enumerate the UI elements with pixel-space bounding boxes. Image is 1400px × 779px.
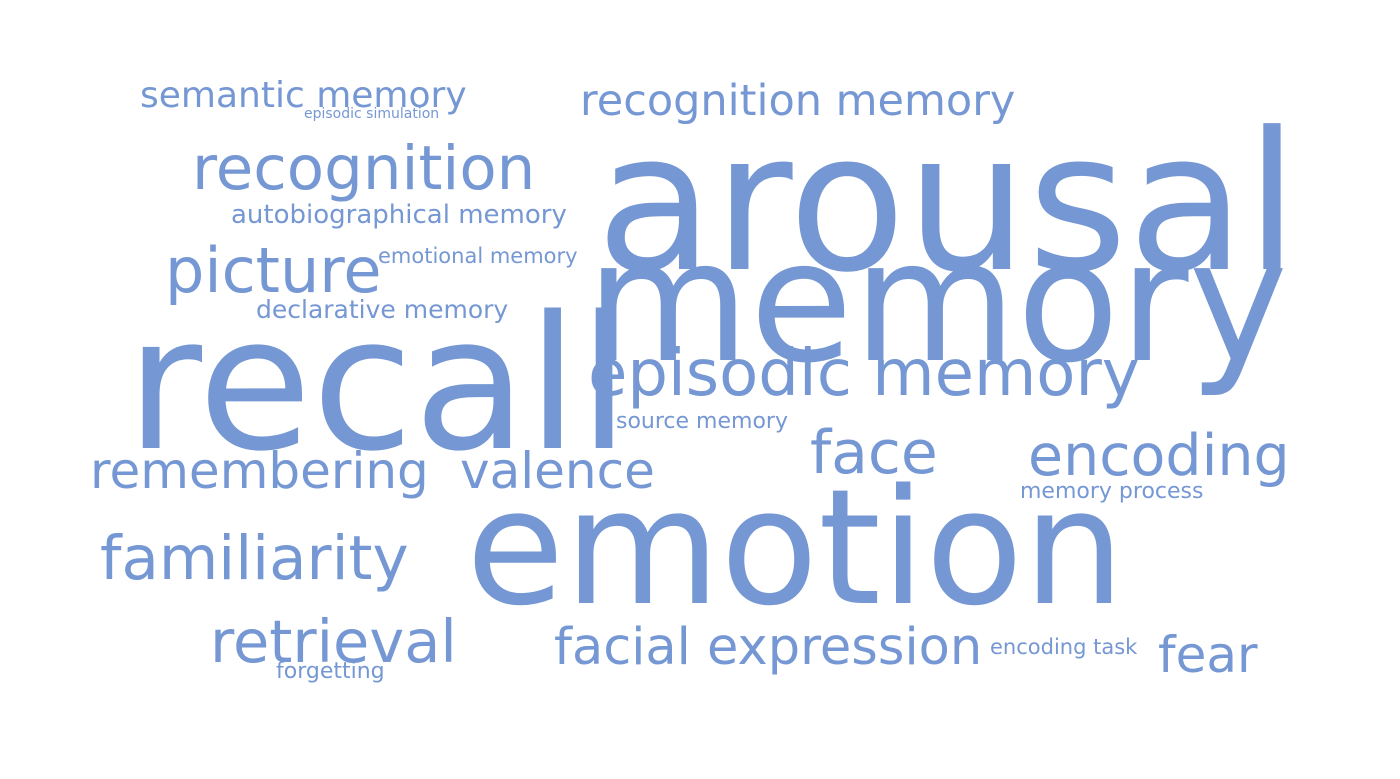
word-declarative-memory: declarative memory: [256, 295, 509, 324]
word-recognition-memory: recognition memory: [580, 76, 1016, 126]
word-episodic-memory: episodic memory: [588, 337, 1140, 411]
word-forgetting: forgetting: [276, 659, 385, 684]
word-memory: memory: [586, 204, 1288, 400]
word-remembering: remembering: [90, 442, 429, 500]
word-fear: fear: [1158, 626, 1258, 684]
word-recognition: recognition: [192, 133, 536, 204]
word-emotion: emotion: [466, 454, 1125, 641]
word-picture: picture: [165, 234, 382, 307]
word-encoding-task: encoding task: [990, 635, 1138, 659]
word-memory-process: memory process: [1020, 479, 1204, 504]
word-arousal: arousal: [596, 92, 1299, 315]
word-source-memory: source memory: [616, 409, 788, 434]
word-valence: valence: [460, 442, 655, 500]
word-recall: recall: [126, 276, 630, 492]
word-facial-expression: facial expression: [554, 618, 983, 677]
word-familiarity: familiarity: [100, 523, 409, 594]
word-episodic-simulation: episodic simulation: [304, 106, 440, 122]
word-autobiographical-memory: autobiographical memory: [231, 200, 567, 230]
word-semantic-memory: semantic memory: [140, 75, 467, 116]
word-face: face: [810, 418, 938, 488]
word-encoding: encoding: [1028, 423, 1290, 489]
word-retrieval: retrieval: [210, 607, 457, 676]
word-emotional-memory: emotional memory: [378, 244, 578, 268]
